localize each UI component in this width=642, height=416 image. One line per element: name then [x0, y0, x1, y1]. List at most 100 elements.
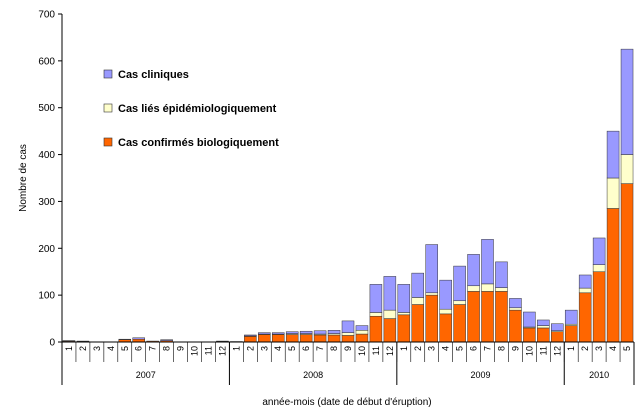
bar-segment-0-36	[564, 325, 578, 343]
x-tick-label: 8	[496, 346, 506, 351]
bar-segment-0-29	[467, 291, 480, 343]
year-label-2008: 2008	[303, 370, 323, 380]
bar-segment-0-38	[592, 271, 606, 343]
legend-swatch	[103, 69, 113, 79]
bar-segment-2-34	[537, 319, 550, 326]
x-tick-label: 7	[315, 346, 325, 351]
bar-segment-1-38	[592, 264, 606, 272]
bars-layer	[62, 48, 634, 343]
bar-segment-1-22	[369, 312, 383, 317]
legend-label: Cas confirmés biologiquement	[118, 137, 279, 149]
y-tick-label: 600	[38, 56, 55, 67]
bar-segment-1-27	[439, 308, 452, 315]
x-tick-label: 4	[273, 346, 283, 351]
bar-segment-0-30	[481, 291, 494, 343]
bar-segment-2-31	[495, 261, 508, 288]
x-tick-labels: 1 2 3 4 5 6 7 8 9 10 11 12 1 2 3 4 5 6 7 8 9 10 11 12 1 2 3 4 5 6 7 8 9 1…	[64, 346, 632, 356]
bar-segment-2-35	[551, 323, 564, 332]
year-labels: 2007 2008 2009 2010	[136, 370, 609, 380]
bar-segment-0-22	[369, 315, 383, 343]
bar-segment-0-27	[439, 313, 452, 343]
bar-segment-2-36	[564, 309, 578, 325]
x-tick-label: 12	[552, 346, 562, 356]
bar-segment-0-37	[578, 292, 592, 343]
legend-swatch	[103, 137, 113, 147]
x-tick-label: 1	[566, 346, 576, 351]
bar-segment-1-29	[467, 285, 480, 292]
x-tick-label: 10	[190, 346, 200, 356]
x-tick-label: 3	[259, 346, 269, 351]
legend-swatch	[103, 103, 113, 113]
bar-segment-2-28	[453, 265, 466, 302]
x-tick-label: 3	[427, 346, 437, 351]
bar-segment-0-13	[244, 336, 257, 343]
bar-segment-0-26	[425, 294, 438, 343]
x-tick-label: 6	[301, 346, 311, 351]
year-label-2010: 2010	[589, 370, 609, 380]
x-tick-label: 2	[580, 346, 590, 351]
bar-segment-2-15	[271, 332, 285, 335]
x-tick-label: 8	[162, 346, 172, 351]
bar-segment-0-20	[341, 335, 355, 343]
bar-segment-2-5	[132, 337, 145, 340]
x-tick-label: 11	[371, 346, 381, 355]
x-tick-label: 5	[287, 346, 297, 351]
bar-segment-0-32	[509, 309, 522, 343]
x-tick-label: 8	[329, 346, 339, 351]
bar-segment-1-25	[411, 297, 425, 305]
x-tick-label: 12	[385, 346, 395, 356]
y-tick-label: 700	[38, 10, 55, 21]
x-tick-label: 6	[134, 346, 144, 351]
bar-segment-2-14	[258, 332, 271, 335]
x-tick-label: 2	[78, 346, 88, 351]
x-axis-label: année-mois (date de début d'éruption)	[262, 397, 431, 408]
y-tick-label: 400	[38, 150, 55, 161]
bar-segment-2-22	[369, 284, 383, 313]
bar-segment-2-7	[160, 339, 173, 341]
x-tick-label: 1	[399, 346, 409, 351]
bar-segment-0-23	[383, 318, 397, 343]
bar-segment-1-39	[606, 177, 620, 209]
y-tick-labels: 0 100 200 300 400 500 600 700	[38, 10, 55, 349]
bar-segment-2-38	[592, 237, 606, 265]
x-tick-label: 2	[245, 346, 255, 351]
axes-layer	[58, 13, 635, 385]
bar-segment-1-24	[397, 312, 411, 316]
bar-segment-1-23	[383, 309, 397, 319]
bar-segment-1-34	[537, 325, 550, 329]
year-label-2009: 2009	[471, 370, 491, 380]
y-tick-label: 200	[38, 244, 55, 255]
bar-segment-2-29	[467, 254, 480, 287]
bar-segment-0-31	[495, 291, 508, 343]
bar-segment-2-32	[509, 298, 522, 309]
bar-segment-2-16	[285, 331, 299, 334]
x-tick-label: 1	[64, 346, 74, 351]
bar-segment-1-32	[509, 307, 522, 311]
x-tick-label: 11	[203, 346, 213, 355]
y-tick-label: 100	[38, 291, 55, 302]
bar-segment-2-25	[411, 272, 425, 298]
x-tick-label: 3	[594, 346, 604, 351]
bar-segment-2-21	[355, 325, 369, 331]
x-tick-label: 9	[343, 346, 353, 351]
x-tick-label: 5	[455, 346, 465, 351]
x-tick-label: 9	[510, 346, 520, 351]
bar-segment-2-18	[313, 330, 327, 335]
bar-segment-2-39	[606, 130, 620, 179]
bar-segment-0-14	[258, 334, 271, 343]
x-tick-label: 5	[120, 346, 130, 351]
x-tick-label: 7	[483, 346, 493, 351]
x-tick-label: 6	[469, 346, 479, 351]
x-tick-label: 12	[217, 346, 227, 356]
bar-segment-2-19	[327, 330, 341, 334]
bar-segment-0-18	[313, 334, 327, 343]
bar-segment-1-40	[620, 154, 634, 184]
bar-segment-2-27	[439, 279, 452, 310]
bar-segment-0-19	[327, 334, 341, 343]
bar-segment-1-21	[355, 330, 369, 335]
bar-segment-0-28	[453, 304, 466, 343]
x-tick-label: 2	[413, 346, 423, 351]
bar-segment-0-40	[620, 183, 634, 343]
x-tick-label: 4	[441, 346, 451, 351]
bar-segment-1-31	[495, 287, 508, 292]
